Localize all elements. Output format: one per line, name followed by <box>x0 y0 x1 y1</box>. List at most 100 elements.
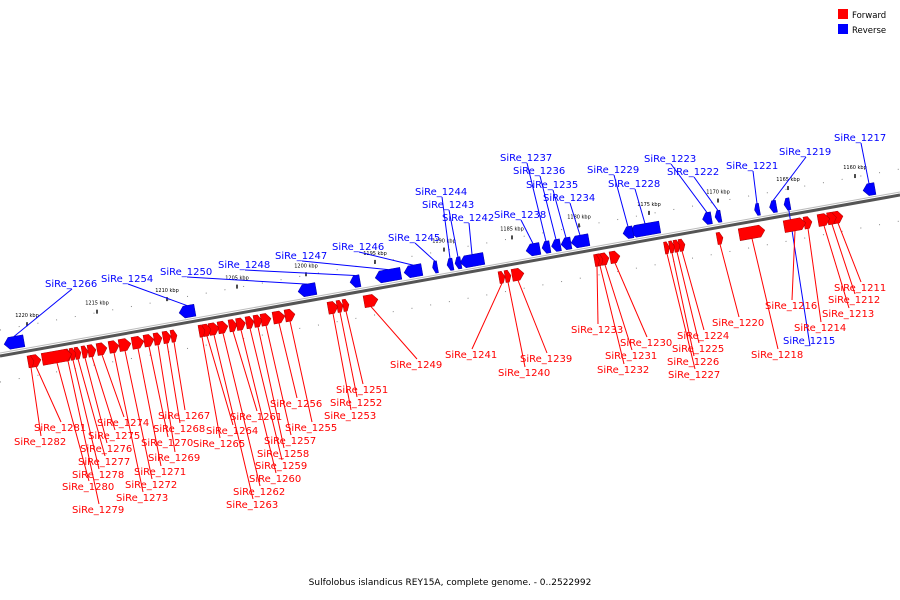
gene-label[interactable]: SiRe_1236 <box>513 166 565 177</box>
gene-label[interactable]: SiRe_1235 <box>526 180 578 191</box>
gene-arrow[interactable] <box>349 274 362 289</box>
gene-arrow[interactable] <box>593 253 600 267</box>
gene-label[interactable]: SiRe_1252 <box>330 398 382 409</box>
gene-label[interactable]: SiRe_1225 <box>672 344 724 355</box>
gene-arrow[interactable] <box>497 270 506 284</box>
gene-arrow[interactable] <box>142 334 155 348</box>
gene-arrow[interactable] <box>663 241 670 255</box>
gene-label[interactable]: SiRe_1264 <box>206 426 258 437</box>
gene-label[interactable]: SiRe_1212 <box>828 295 880 306</box>
gene-arrow[interactable] <box>40 348 73 366</box>
gene-label[interactable]: SiRe_1223 <box>644 154 696 165</box>
gene-label[interactable]: SiRe_1281 <box>34 423 86 434</box>
gene-label[interactable]: SiRe_1214 <box>794 323 846 334</box>
gene-label[interactable]: SiRe_1211 <box>834 283 886 294</box>
gene-label[interactable]: SiRe_1228 <box>608 179 660 190</box>
gene-arrow[interactable] <box>283 308 296 323</box>
gene-label[interactable]: SiRe_1224 <box>677 331 729 342</box>
gene-label[interactable]: SiRe_1230 <box>620 338 672 349</box>
gene-arrow[interactable] <box>80 345 89 359</box>
gene-label[interactable]: SiRe_1270 <box>141 438 193 449</box>
gene-arrow[interactable] <box>446 257 455 271</box>
gene-arrow[interactable] <box>560 236 573 251</box>
gene-label[interactable]: SiRe_1249 <box>390 360 442 371</box>
gene-label[interactable]: SiRe_1238 <box>494 210 546 221</box>
gene-label[interactable]: SiRe_1257 <box>264 436 316 447</box>
gene-label[interactable]: SiRe_1227 <box>668 370 720 381</box>
gene-arrow[interactable] <box>26 355 35 369</box>
gene-arrow[interactable] <box>341 298 350 312</box>
gene-label[interactable]: SiRe_1259 <box>255 461 307 472</box>
gene-label[interactable]: SiRe_1272 <box>125 480 177 491</box>
gene-arrow[interactable] <box>816 213 831 227</box>
gene-label[interactable]: SiRe_1216 <box>765 301 817 312</box>
gene-arrow[interactable] <box>431 260 439 274</box>
gene-arrow[interactable] <box>714 209 723 223</box>
gene-label[interactable]: SiRe_1213 <box>822 309 874 320</box>
gene-arrow[interactable] <box>117 338 132 352</box>
gene-arrow[interactable] <box>335 299 344 313</box>
gene-arrow[interactable] <box>677 238 686 252</box>
gene-arrow[interactable] <box>130 335 145 350</box>
gene-label[interactable]: SiRe_1222 <box>667 167 719 178</box>
gene-arrow[interactable] <box>783 197 792 211</box>
gene-label[interactable]: SiRe_1231 <box>605 351 657 362</box>
gene-arrow[interactable] <box>297 282 318 298</box>
gene-label[interactable]: SiRe_1279 <box>72 505 124 516</box>
gene-label[interactable]: SiRe_1256 <box>270 399 322 410</box>
gene-arrow[interactable] <box>161 330 172 345</box>
gene-label[interactable]: SiRe_1278 <box>72 470 124 481</box>
gene-label[interactable]: SiRe_1277 <box>78 457 130 468</box>
gene-arrow[interactable] <box>271 310 286 325</box>
gene-arrow[interactable] <box>715 231 724 245</box>
gene-label[interactable]: SiRe_1221 <box>726 161 778 172</box>
gene-arrow[interactable] <box>570 233 591 249</box>
gene-label[interactable]: SiRe_1234 <box>543 193 595 204</box>
gene-arrow[interactable] <box>668 240 675 254</box>
gene-arrow[interactable] <box>826 211 838 226</box>
gene-label[interactable]: SiRe_1268 <box>153 424 205 435</box>
gene-label[interactable]: SiRe_1248 <box>218 260 270 271</box>
gene-label[interactable]: SiRe_1258 <box>257 449 309 460</box>
gene-arrow[interactable] <box>259 313 272 327</box>
gene-label[interactable]: SiRe_1267 <box>158 411 210 422</box>
gene-label[interactable]: SiRe_1244 <box>415 187 467 198</box>
gene-arrow[interactable] <box>252 314 263 328</box>
gene-arrow[interactable] <box>107 340 120 354</box>
gene-label[interactable]: SiRe_1246 <box>332 242 384 253</box>
gene-label[interactable]: SiRe_1262 <box>233 487 285 498</box>
gene-arrow[interactable] <box>3 334 26 350</box>
gene-label[interactable]: SiRe_1265 <box>193 439 245 450</box>
gene-label[interactable]: SiRe_1237 <box>500 153 552 164</box>
gene-label[interactable]: SiRe_1254 <box>101 274 153 285</box>
gene-arrow[interactable] <box>207 322 220 336</box>
gene-arrow[interactable] <box>216 320 229 335</box>
gene-arrow[interactable] <box>503 269 512 283</box>
gene-arrow[interactable] <box>197 324 206 338</box>
gene-arrow[interactable] <box>403 263 424 279</box>
gene-arrow[interactable] <box>454 256 463 270</box>
gene-arrow[interactable] <box>782 217 807 233</box>
gene-label[interactable]: SiRe_1239 <box>520 354 572 365</box>
gene-label[interactable]: SiRe_1282 <box>14 437 66 448</box>
gene-label[interactable]: SiRe_1251 <box>336 385 388 396</box>
gene-label[interactable]: SiRe_1220 <box>712 318 764 329</box>
gene-arrow[interactable] <box>244 316 255 330</box>
gene-arrow[interactable] <box>374 267 403 284</box>
gene-arrow[interactable] <box>702 211 713 225</box>
gene-arrow[interactable] <box>551 238 562 252</box>
gene-label[interactable]: SiRe_1217 <box>834 133 886 144</box>
gene-arrow[interactable] <box>73 346 82 360</box>
gene-label[interactable]: SiRe_1263 <box>226 500 278 511</box>
gene-arrow[interactable] <box>862 182 877 197</box>
gene-label[interactable]: SiRe_1218 <box>751 350 803 361</box>
gene-label[interactable]: SiRe_1241 <box>445 350 497 361</box>
gene-arrow[interactable] <box>608 250 621 265</box>
gene-label[interactable]: SiRe_1266 <box>45 279 97 290</box>
gene-arrow[interactable] <box>178 303 197 319</box>
gene-label[interactable]: SiRe_1271 <box>134 467 186 478</box>
gene-arrow[interactable] <box>768 199 778 213</box>
gene-label[interactable]: SiRe_1261 <box>230 412 282 423</box>
gene-arrow[interactable] <box>86 344 97 358</box>
gene-label[interactable]: SiRe_1242 <box>442 213 494 224</box>
